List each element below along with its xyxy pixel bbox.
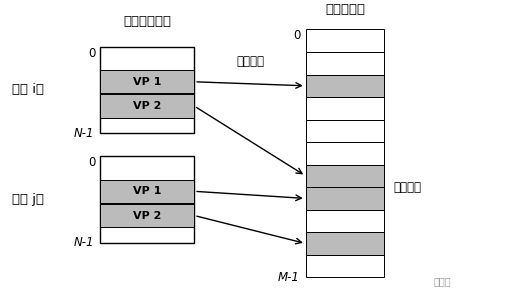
Text: 虚拟地址空间: 虚拟地址空间	[123, 15, 171, 28]
Bar	[305, 255, 384, 277]
Bar	[305, 52, 384, 75]
Text: VP 1: VP 1	[133, 186, 161, 196]
Bar	[100, 94, 194, 118]
Text: N-1: N-1	[74, 236, 94, 249]
Bar	[305, 142, 384, 165]
Text: VP 1: VP 1	[133, 77, 161, 87]
Bar	[305, 75, 384, 97]
Text: N-1: N-1	[74, 127, 94, 140]
Text: 物理存储器: 物理存储器	[324, 4, 364, 17]
Bar	[100, 204, 194, 227]
Text: 进程 i：: 进程 i：	[12, 83, 43, 96]
Text: VP 2: VP 2	[133, 210, 161, 221]
Text: 0: 0	[88, 156, 95, 169]
Bar	[305, 30, 384, 52]
Text: M-1: M-1	[277, 271, 299, 284]
Bar	[100, 156, 194, 243]
Bar	[305, 232, 384, 255]
Bar	[305, 97, 384, 120]
Text: VP 2: VP 2	[133, 101, 161, 111]
Text: 地址翻译: 地址翻译	[236, 55, 264, 68]
Bar	[100, 47, 194, 133]
Bar	[305, 165, 384, 187]
Bar	[305, 210, 384, 232]
Text: 进程 j：: 进程 j：	[12, 193, 43, 206]
Text: 0: 0	[88, 47, 95, 60]
Bar	[305, 187, 384, 210]
Text: 亿速云: 亿速云	[433, 276, 450, 286]
Text: 共享页面: 共享页面	[393, 181, 420, 194]
Text: 0: 0	[293, 30, 300, 42]
Bar	[305, 120, 384, 142]
Bar	[100, 180, 194, 203]
Bar	[100, 70, 194, 94]
